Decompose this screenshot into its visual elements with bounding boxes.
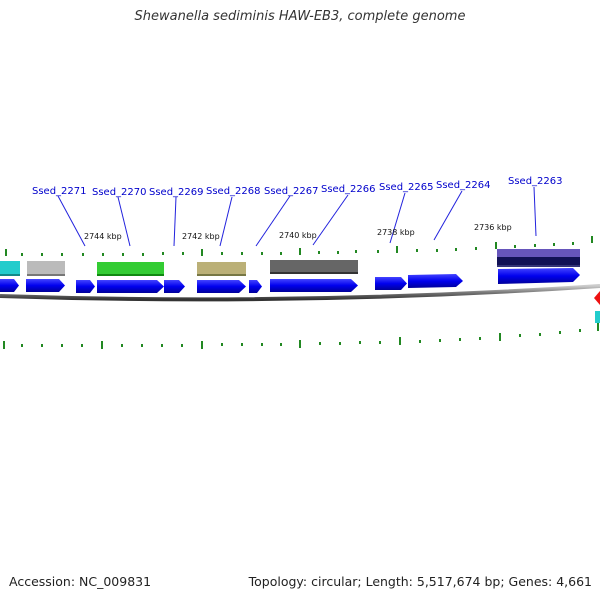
feature-khaki[interactable] — [197, 262, 246, 276]
gene-arrow-red[interactable] — [594, 291, 600, 305]
genome-summary: Topology: circular; Length: 5,517,674 bp… — [248, 574, 592, 589]
genome-title: Shewanella sediminis HAW-EB3, complete g… — [134, 9, 466, 24]
gene-label[interactable]: Ssed_2266 — [321, 184, 376, 195]
gene-labels: Ssed_2271 Ssed_2270 Ssed_2269 Ssed_2268 … — [32, 176, 563, 198]
feature-darkgray[interactable] — [270, 260, 358, 274]
gene-arrow[interactable] — [408, 274, 463, 288]
gene-arrow[interactable] — [164, 280, 185, 293]
outer-tick-track — [5, 236, 593, 256]
position-labels: 2744 kbp 2742 kbp 2740 kbp 2738 kbp 2736… — [84, 223, 512, 241]
kbp-label: 2744 kbp — [84, 232, 122, 241]
kbp-label: 2742 kbp — [182, 232, 220, 241]
gene-label[interactable]: Ssed_2268 — [206, 186, 261, 197]
gene-label[interactable]: Ssed_2271 — [32, 186, 87, 197]
gene-arrow[interactable] — [76, 280, 95, 293]
accession-text: Accession: NC_009831 — [9, 574, 152, 589]
gene-arrow[interactable] — [270, 279, 358, 292]
genome-backbone — [0, 284, 600, 302]
gene-label[interactable]: Ssed_2265 — [379, 182, 434, 193]
label-connectors — [57, 186, 537, 247]
gene-track — [0, 268, 580, 293]
kbp-label: 2736 kbp — [474, 223, 512, 232]
gene-arrow[interactable] — [0, 279, 19, 292]
gene-arrow[interactable] — [26, 279, 65, 292]
gene-label[interactable]: Ssed_2269 — [149, 187, 204, 198]
feature-gray[interactable] — [27, 261, 65, 276]
feature-green[interactable] — [97, 262, 164, 276]
feature-purple[interactable] — [497, 249, 580, 267]
feature-cyan-right[interactable] — [595, 311, 600, 323]
inner-tick-track — [3, 323, 599, 349]
gene-arrow[interactable] — [249, 280, 262, 293]
gene-arrow[interactable] — [498, 268, 580, 284]
gene-arrow[interactable] — [97, 280, 164, 293]
feature-track — [0, 249, 600, 323]
gene-label[interactable]: Ssed_2263 — [508, 176, 563, 187]
kbp-label: 2738 kbp — [377, 228, 415, 237]
gene-label[interactable]: Ssed_2267 — [264, 186, 319, 197]
feature-cyan-left[interactable] — [0, 261, 20, 276]
kbp-label: 2740 kbp — [279, 231, 317, 240]
gene-label[interactable]: Ssed_2264 — [436, 180, 491, 191]
gene-arrow[interactable] — [375, 277, 407, 290]
gene-arrow[interactable] — [197, 280, 246, 293]
gene-label[interactable]: Ssed_2270 — [92, 187, 147, 198]
